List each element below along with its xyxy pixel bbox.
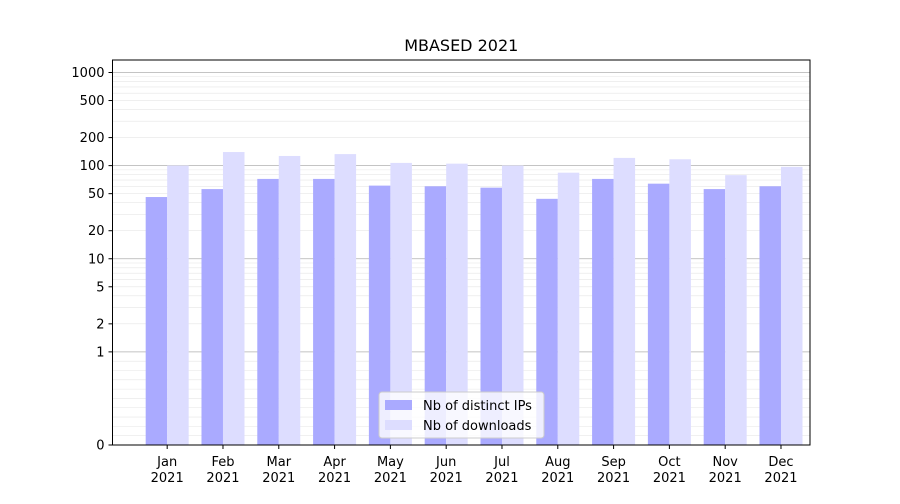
x-tick-label: Sep 2021 <box>597 455 630 486</box>
legend: Nb of distinct IPs Nb of downloads <box>378 391 545 439</box>
y-tick-label: 0 <box>96 439 104 454</box>
bar-downloads <box>222 152 245 445</box>
bar-distinct-ips <box>145 197 168 445</box>
y-tick-label: 2 <box>96 317 104 332</box>
bar-distinct-ips <box>592 178 614 446</box>
x-tick-label: Aug 2021 <box>541 455 574 486</box>
bar-distinct-ips <box>313 178 335 446</box>
bar-downloads <box>613 157 636 445</box>
bar-distinct-ips <box>647 183 670 445</box>
legend-swatch <box>385 420 412 430</box>
y-tick-label: 500 <box>80 94 105 109</box>
chart-title: MBASED 2021 <box>404 36 518 55</box>
x-tick-label: Oct 2021 <box>653 455 686 486</box>
x-tick-label: May 2021 <box>374 455 407 486</box>
legend-label: Nb of downloads <box>423 419 532 434</box>
bar-downloads <box>390 162 412 445</box>
x-tick-label: Feb 2021 <box>206 455 239 486</box>
y-tick-label: 1000 <box>71 66 104 81</box>
bar-downloads <box>501 165 524 445</box>
bar-downloads <box>446 163 468 446</box>
y-tick-label: 50 <box>88 187 105 202</box>
x-tick-label: Nov 2021 <box>709 455 742 486</box>
bar-distinct-ips <box>536 198 558 445</box>
bar-downloads <box>278 155 301 445</box>
bar-downloads <box>725 175 747 445</box>
bar-distinct-ips <box>480 187 502 445</box>
bar-distinct-ips <box>201 189 223 445</box>
bar-layer <box>145 152 803 446</box>
bar-downloads <box>167 165 189 445</box>
y-axis: 0 1 2 5 10 20 50 100 200 500 1000 <box>71 66 113 454</box>
bar-distinct-ips <box>424 186 447 445</box>
legend-box <box>378 391 545 439</box>
x-axis: Jan 2021 Feb 2021 Mar 2021 Apr 2021 May 2021 Jun 20… <box>151 445 798 486</box>
x-tick-label: Apr 2021 <box>318 455 351 486</box>
legend-swatch <box>385 400 412 410</box>
bar-distinct-ips <box>368 185 391 446</box>
bar-downloads <box>669 159 691 445</box>
x-tick-label: Mar 2021 <box>262 455 295 486</box>
y-tick-label: 1 <box>96 345 104 360</box>
legend-label: Nb of distinct IPs <box>423 399 532 414</box>
bar-distinct-ips <box>703 189 726 445</box>
plot-frame <box>112 59 811 446</box>
x-tick-label: Dec 2021 <box>764 455 797 486</box>
x-tick-label: Jul 2021 <box>485 455 518 486</box>
bar-distinct-ips <box>257 178 279 446</box>
x-tick-label: Jun 2021 <box>430 455 463 486</box>
bar-distinct-ips <box>759 186 781 445</box>
y-tick-label: 10 <box>88 252 105 267</box>
y-tick-label: 5 <box>96 280 104 295</box>
y-tick-label: 200 <box>80 131 105 146</box>
y-tick-label: 100 <box>80 159 105 174</box>
bar-downloads <box>557 172 580 445</box>
y-tick-label: 20 <box>88 224 105 239</box>
bar-downloads <box>334 154 357 445</box>
bar-downloads <box>780 166 803 446</box>
x-tick-label: Jan 2021 <box>151 455 184 486</box>
